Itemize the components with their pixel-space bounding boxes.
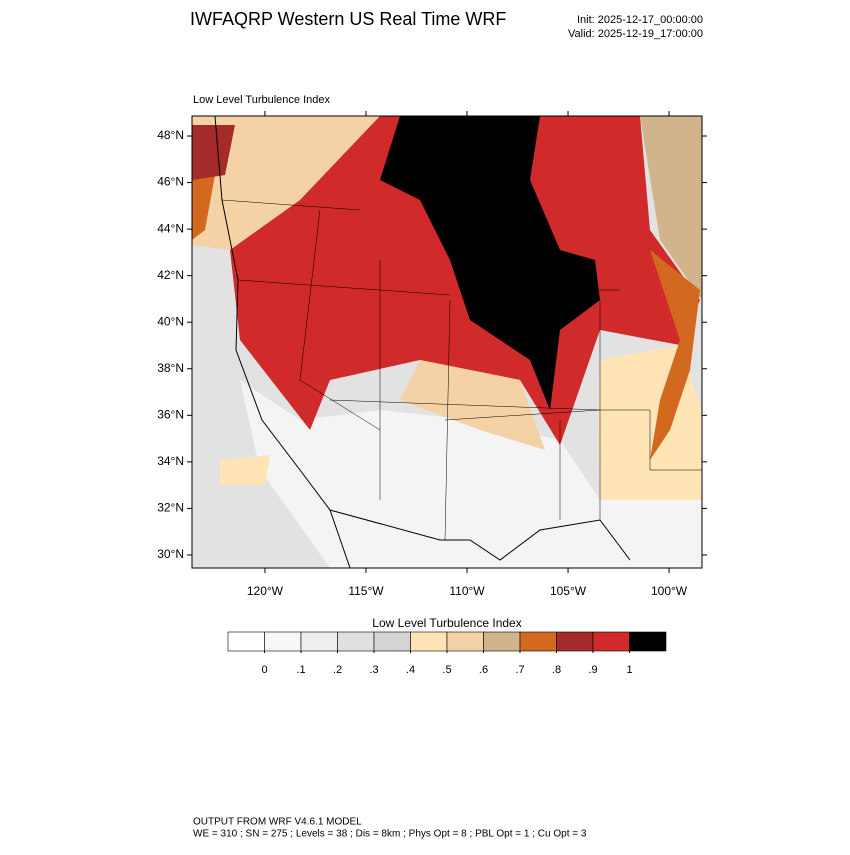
colorbar-label: .5 [442,664,451,676]
footer-line: WE = 310 ; SN = 275 ; Levels = 38 ; Dis … [193,829,587,840]
map-frame [191,115,703,569]
lon-tick-label: 120°W [247,584,284,598]
lat-tick-label: 38°N [157,361,184,375]
lat-tick-label: 46°N [157,175,184,189]
colorbar-box [483,631,521,652]
colorbar-label: .7 [515,664,524,676]
colorbar-box [264,631,302,652]
colorbar-label: .2 [333,664,342,676]
colorbar-box [410,631,448,652]
colorbar-box [446,631,484,652]
colorbar-box [337,631,375,652]
lat-tick-label: 30°N [157,547,184,561]
colorbar-label: 0 [261,664,267,676]
colorbar-box [373,631,411,652]
lon-tick-label: 110°W [449,584,485,598]
lat-tick-label: 44°N [157,221,184,235]
colorbar-label: .4 [406,664,415,676]
colorbar-label: .3 [369,664,378,676]
lat-tick-label: 42°N [157,268,184,282]
colorbar-label: .6 [479,664,488,676]
map-title: Low Level Turbulence Index [193,94,330,106]
colorbar-box [519,631,557,652]
colorbar-box [556,631,594,652]
lon-tick-label: 105°W [550,584,587,598]
colorbar-label: .9 [588,664,597,676]
colorbar-box [629,631,667,652]
lat-tick-label: 40°N [157,314,184,328]
colorbar-box [227,631,265,652]
lat-tick-label: 48°N [157,128,184,142]
lon-tick-label: 115°W [348,584,384,598]
map-field [192,116,702,568]
lat-tick-label: 34°N [157,454,184,468]
colorbar-box [592,631,630,652]
lat-tick-label: 32°N [157,501,184,515]
title: IWFAQRP Western US Real Time WRF [190,9,506,29]
colorbar-label: .8 [552,664,561,676]
footer-line: OUTPUT FROM WRF V4.6.1 MODEL [193,817,362,828]
lat-tick-label: 36°N [157,407,184,421]
colorbar-label: 1 [626,664,632,676]
colorbar-title: Low Level Turbulence Index [372,616,521,630]
lon-tick-label: 100°W [651,584,688,598]
colorbar-box [300,631,338,652]
init-time: Init: 2025-12-17_00:00:00 [577,14,703,26]
valid-time: Valid: 2025-12-19_17:00:00 [568,28,703,40]
colorbar-label: .1 [296,664,305,676]
